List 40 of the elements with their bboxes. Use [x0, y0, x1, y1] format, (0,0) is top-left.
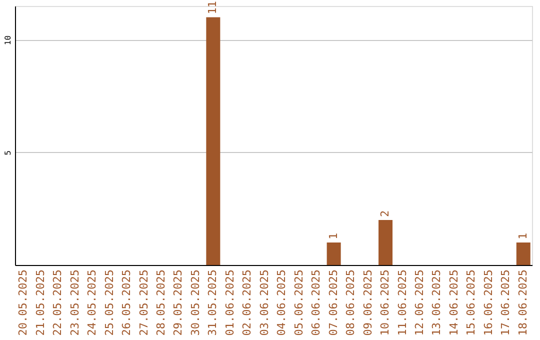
x-tick-label: 04.06.2025 — [275, 270, 288, 336]
x-tick-label: 26.05.2025 — [120, 270, 134, 336]
x-tick-label: 21.05.2025 — [34, 270, 47, 336]
data-label: 2 — [378, 210, 392, 217]
x-tick-label: 07.06.2025 — [326, 270, 340, 336]
data-label: 1 — [516, 232, 530, 240]
x-tick-label: 18.06.2025 — [516, 270, 530, 336]
x-tick-label: 13.06.2025 — [430, 270, 444, 336]
data-label: 11 — [206, 1, 220, 14]
x-tick-label: 15.06.2025 — [464, 270, 478, 336]
bar — [378, 220, 393, 265]
x-tick-label: 06.06.2025 — [310, 270, 323, 336]
x-tick-label: 27.05.2025 — [137, 270, 150, 336]
x-tick-label: 17.06.2025 — [499, 270, 512, 336]
bar — [516, 242, 530, 265]
bar — [326, 242, 341, 265]
x-tick-label: 20.05.2025 — [16, 270, 30, 336]
x-tick-label: 11.06.2025 — [396, 270, 409, 336]
x-tick-label: 09.06.2025 — [361, 270, 374, 336]
x-tick-label: 29.05.2025 — [172, 270, 185, 336]
x-tick-label: 31.05.2025 — [206, 270, 220, 336]
x-tick-label: 12.06.2025 — [412, 270, 426, 336]
data-label: 1 — [326, 232, 340, 240]
x-tick-label: 01.06.2025 — [223, 270, 236, 336]
x-tick-label: 03.06.2025 — [258, 270, 271, 336]
x-tick-label: 24.05.2025 — [86, 270, 99, 336]
y-tick-label: 5 — [4, 150, 12, 156]
bar — [206, 17, 220, 265]
x-tick-label: 05.06.2025 — [292, 270, 306, 336]
x-tick-label: 14.06.2025 — [447, 270, 460, 336]
x-tick-label: 25.05.2025 — [102, 270, 116, 336]
x-tick-label: 10.06.2025 — [378, 270, 392, 336]
x-tick-label: 22.05.2025 — [51, 270, 64, 336]
x-tick-label: 02.06.2025 — [240, 270, 254, 336]
x-tick-label: 28.05.2025 — [154, 270, 168, 336]
x-tick-label: 16.06.2025 — [482, 270, 495, 336]
x-tick-label: 30.05.2025 — [188, 270, 202, 336]
x-tick-label: 23.05.2025 — [68, 270, 82, 336]
y-tick-label: 10 — [4, 35, 12, 46]
x-tick-label: 08.06.2025 — [344, 270, 358, 336]
